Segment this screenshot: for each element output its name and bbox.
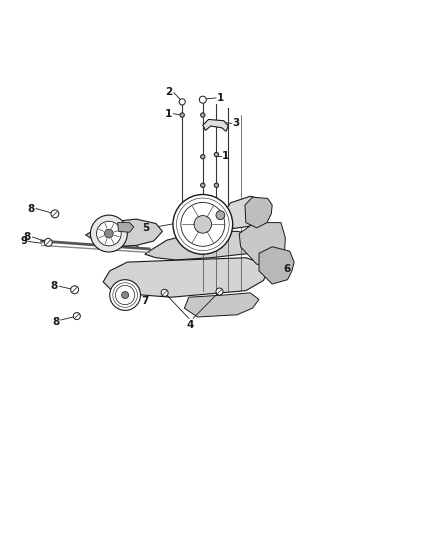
Text: 8: 8 [23, 232, 31, 242]
Text: 10: 10 [106, 236, 121, 246]
Circle shape [215, 211, 224, 220]
Circle shape [200, 183, 205, 188]
Text: 3: 3 [232, 118, 240, 128]
Circle shape [214, 183, 218, 188]
Polygon shape [103, 258, 267, 297]
Circle shape [200, 155, 205, 159]
Text: 9: 9 [20, 237, 27, 246]
Text: 1: 1 [164, 109, 172, 119]
Circle shape [180, 113, 184, 117]
Text: 6: 6 [283, 264, 290, 274]
Text: 1: 1 [216, 93, 224, 103]
Circle shape [179, 99, 185, 105]
Text: 1: 1 [222, 151, 229, 161]
Text: 8: 8 [52, 317, 59, 327]
Polygon shape [145, 231, 269, 260]
Polygon shape [239, 223, 285, 264]
Circle shape [115, 285, 134, 305]
Circle shape [73, 312, 80, 320]
Polygon shape [117, 223, 134, 232]
Circle shape [110, 280, 140, 310]
Text: 5: 5 [141, 223, 149, 233]
Text: 8: 8 [27, 204, 34, 214]
Polygon shape [219, 196, 269, 229]
Circle shape [200, 113, 205, 117]
Polygon shape [244, 197, 272, 228]
Text: 4: 4 [187, 320, 194, 330]
Circle shape [71, 286, 78, 294]
Circle shape [51, 210, 59, 218]
Circle shape [121, 292, 128, 298]
Polygon shape [85, 219, 162, 247]
Circle shape [194, 215, 211, 233]
Circle shape [215, 288, 223, 295]
Circle shape [104, 229, 113, 238]
Circle shape [96, 221, 121, 246]
Polygon shape [184, 293, 258, 317]
Circle shape [44, 238, 52, 246]
Text: 2: 2 [164, 87, 172, 97]
Circle shape [214, 152, 218, 157]
Polygon shape [258, 247, 293, 284]
Polygon shape [202, 119, 228, 131]
Text: 8: 8 [50, 281, 58, 291]
Circle shape [180, 203, 224, 246]
Circle shape [199, 96, 206, 103]
Text: 7: 7 [141, 296, 148, 306]
Circle shape [161, 289, 168, 296]
Circle shape [173, 195, 232, 254]
Circle shape [90, 215, 127, 252]
